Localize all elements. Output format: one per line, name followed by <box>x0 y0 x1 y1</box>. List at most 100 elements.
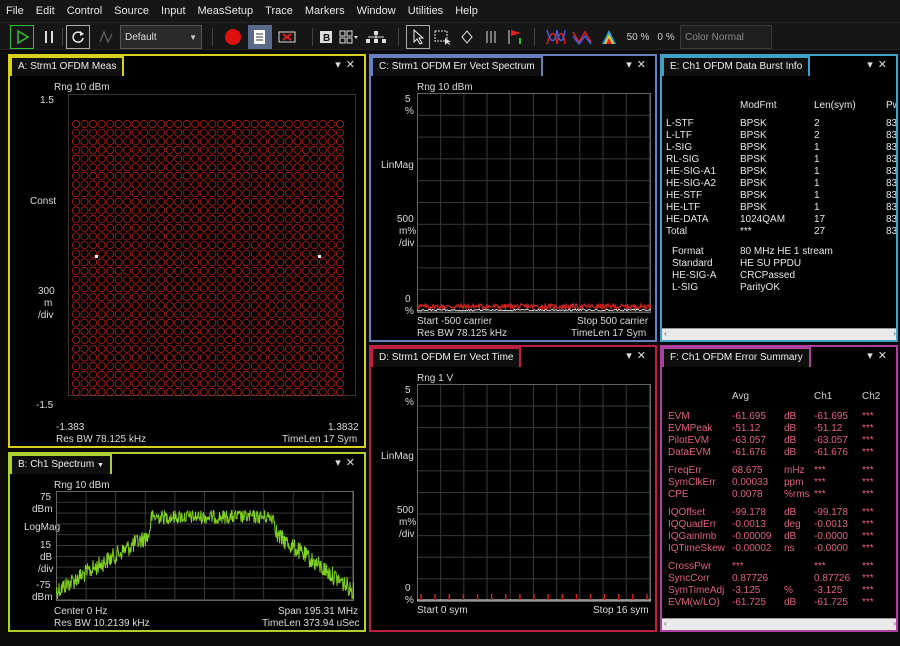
error-cell: -3.125 <box>814 585 843 596</box>
restart-button[interactable] <box>66 25 90 49</box>
menu-item-edit[interactable]: Edit <box>35 5 55 17</box>
pause-button[interactable] <box>40 25 58 49</box>
burst-cell: HE-SIG-A2 <box>666 178 717 189</box>
menu-item-file[interactable]: File <box>6 5 24 17</box>
marker-flag-icon[interactable] <box>504 25 526 49</box>
burst-info-cell: Standard <box>672 258 713 269</box>
error-cell: dB <box>784 435 797 446</box>
panel-a-yscale-div: /div <box>38 310 54 321</box>
panel-d-err-vect-time: D: Strm1 OFDM Err Vect Time ▾✕ Rng 1 V 5… <box>369 345 657 632</box>
preset-dropdown[interactable]: Default ▼ <box>120 25 202 49</box>
burst-cell: HE-SIG-A1 <box>666 166 717 177</box>
play-icon <box>17 29 30 45</box>
burst-cell: BPSK <box>740 118 767 129</box>
panel-b-title[interactable]: B: Ch1 Spectrum ▼ <box>10 454 112 474</box>
error-cell: -51.12 <box>732 423 761 434</box>
error-cell: -99.178 <box>732 507 766 518</box>
toolbar: Default ▼ B 50 % 0 % C <box>0 22 900 50</box>
burst-col-header: ModFmt <box>740 100 777 111</box>
error-cell: EVM <box>668 411 690 422</box>
diamond-icon[interactable] <box>458 25 476 49</box>
pilot-point <box>95 255 98 258</box>
film-icon[interactable] <box>276 25 298 49</box>
menu-item-input[interactable]: Input <box>161 5 186 17</box>
panel-e-scrollbar[interactable]: ‹ › <box>662 328 896 340</box>
scroll-right-icon[interactable]: › <box>893 329 896 338</box>
panel-b-resbw: Res BW 10.2139 kHz <box>54 618 150 629</box>
scroll-left-icon[interactable]: ‹ <box>664 619 667 628</box>
error-cell: EVMPeak <box>668 423 713 434</box>
error-cell: *** <box>862 561 874 572</box>
burst-info-cell: 80 MHz HE 1 stream <box>740 246 833 257</box>
burst-cell: BPSK <box>740 202 767 213</box>
waveform-icon[interactable] <box>544 25 568 49</box>
record-button[interactable] <box>222 25 244 49</box>
panel-f-scrollbar[interactable]: ‹ › <box>662 618 896 630</box>
color-mode-field[interactable]: Color Normal <box>680 25 772 49</box>
menu-item-meassetup[interactable]: MeasSetup <box>197 5 254 17</box>
menu-item-help[interactable]: Help <box>455 5 478 17</box>
constellation-points <box>72 120 344 396</box>
panel-f-error-summary: F: Ch1 OFDM Error Summary ▾✕ Avg Ch1 Ch2 EV… <box>660 345 898 632</box>
trigger-icon[interactable] <box>96 25 118 49</box>
panel-e-title[interactable]: E: Ch1 OFDM Data Burst Info <box>662 56 811 76</box>
error-cell: -0.0013 <box>732 519 766 530</box>
error-cell: -63.057 <box>732 435 766 446</box>
burst-info-table: ModFmt Len(sym) Pw L-STF BPSK 2 83 L-LTF BPSK 2 83… <box>666 100 898 296</box>
bold-icon[interactable]: B <box>318 25 334 49</box>
error-cell: deg <box>784 519 801 530</box>
menu-item-trace[interactable]: Trace <box>265 5 293 17</box>
panel-a-ybot: -1.5 <box>36 400 54 411</box>
panel-b-range: Rng 10 dBm <box>54 480 110 491</box>
panel-d-ybot: 0 <box>405 583 411 594</box>
menu-item-utilities[interactable]: Utilities <box>407 5 444 17</box>
panel-b-title-text: B: Ch1 Spectrum <box>18 459 95 470</box>
error-cell: *** <box>814 561 826 572</box>
panel-c-controls[interactable]: ▾✕ <box>626 59 651 71</box>
pointer-button[interactable] <box>406 25 430 49</box>
panel-a-controls[interactable]: ▾✕ <box>335 59 360 71</box>
burst-cell: Total <box>666 226 688 237</box>
panel-f-title[interactable]: F: Ch1 OFDM Error Summary <box>662 347 811 367</box>
error-cell: -0.00009 <box>732 531 772 542</box>
panel-d-title[interactable]: D: Strm1 OFDM Err Vect Time <box>371 347 522 367</box>
menu-item-control[interactable]: Control <box>66 5 103 17</box>
play-button[interactable] <box>10 25 34 49</box>
scroll-right-icon[interactable]: › <box>893 619 896 628</box>
preset-value: Default <box>125 31 157 43</box>
error-col-header: Avg <box>732 391 750 402</box>
error-cell: %rms <box>784 489 810 500</box>
panel-a-range: Rng 10 dBm <box>54 82 110 93</box>
panel-a-title[interactable]: A: Strm1 OFDM Meas <box>10 56 125 76</box>
burst-cell: HE-LTF <box>666 202 701 213</box>
error-cell: mHz <box>784 465 805 476</box>
recall-button[interactable] <box>248 25 272 49</box>
bars-icon[interactable] <box>482 25 502 49</box>
panel-a-xright: 1.3832 <box>328 422 359 433</box>
error-cell: *** <box>862 597 874 608</box>
burst-cell: BPSK <box>740 166 767 177</box>
burst-cell: L-SIG <box>666 142 693 153</box>
error-cell: IQTimeSkew <box>668 543 725 554</box>
burst-cell: 83 <box>886 166 898 177</box>
menu-item-source[interactable]: Source <box>114 5 150 17</box>
burst-cell: 1 <box>814 202 820 213</box>
panel-c-title[interactable]: C: Strm1 OFDM Err Vect Spectrum <box>371 56 543 76</box>
spectrum-color-icon[interactable] <box>598 25 620 49</box>
panel-f-controls[interactable]: ▾✕ <box>867 350 892 362</box>
panel-d-controls[interactable]: ▾✕ <box>626 350 651 362</box>
panel-b-y2: 15 <box>40 540 52 551</box>
panel-b-controls[interactable]: ▾✕ <box>335 457 360 469</box>
network-icon[interactable] <box>364 25 388 49</box>
layout-icon[interactable] <box>338 25 360 49</box>
panel-c-grid <box>417 93 651 313</box>
multi-trace-icon[interactable] <box>570 25 594 49</box>
panel-e-controls[interactable]: ▾✕ <box>867 59 892 71</box>
scroll-left-icon[interactable]: ‹ <box>664 329 667 338</box>
error-cell: dB <box>784 531 797 542</box>
menu-item-markers[interactable]: Markers <box>304 5 345 17</box>
menu-item-window[interactable]: Window <box>356 5 396 17</box>
error-cell: SymClkErr <box>668 477 716 488</box>
panel-b-y2-unit: dB <box>40 552 53 563</box>
zoom-box-icon[interactable] <box>432 25 454 49</box>
